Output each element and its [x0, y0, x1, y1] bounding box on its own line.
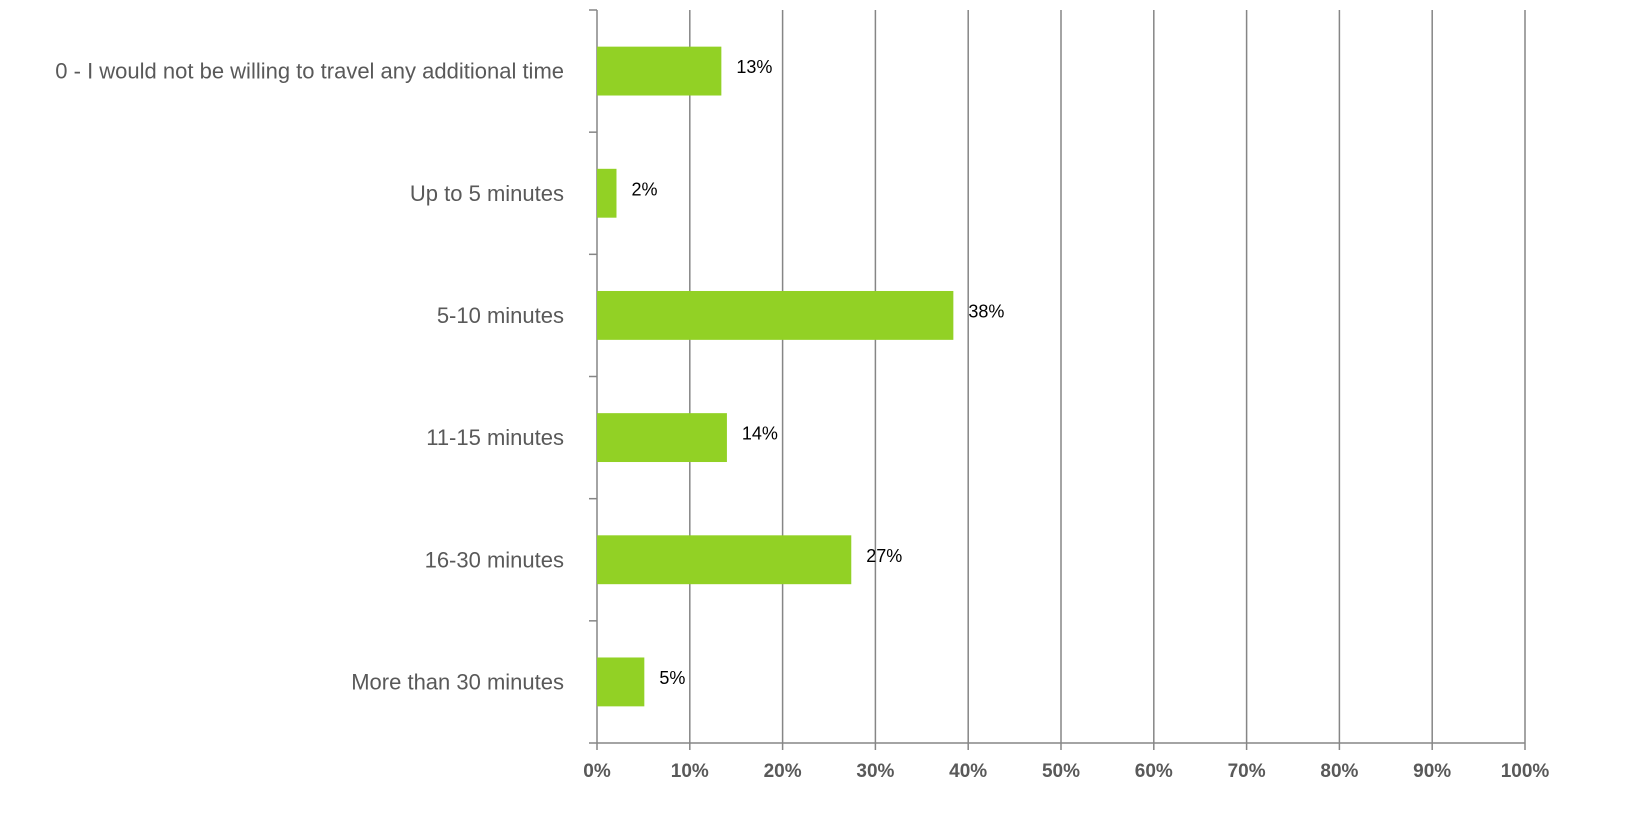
bar-2	[597, 290, 954, 340]
value-label: 5%	[659, 668, 685, 688]
category-label: 16-30 minutes	[425, 547, 564, 572]
category-label: 0 - I would not be willing to travel any…	[55, 59, 564, 84]
category-label: 11-15 minutes	[426, 425, 564, 450]
category-labels: 0 - I would not be willing to travel any…	[55, 59, 564, 695]
x-tick-label: 80%	[1320, 761, 1358, 782]
x-tick-label: 40%	[949, 761, 987, 782]
bar-3	[597, 413, 727, 463]
value-label: 2%	[631, 179, 657, 199]
value-labels: 13% 2% 38% 14% 27% 5%	[631, 57, 1004, 688]
x-tick-label: 30%	[856, 761, 894, 782]
x-tick-labels: 0% 10% 20% 30% 40% 50% 60% 70% 80% 90% 100%	[583, 761, 1549, 782]
bars	[597, 46, 954, 707]
bar-4	[597, 535, 852, 585]
x-tick-label: 70%	[1228, 761, 1266, 782]
bar-1	[597, 168, 617, 218]
bar-0	[597, 46, 722, 96]
category-label: Up to 5 minutes	[410, 181, 564, 206]
value-label: 38%	[968, 301, 1004, 321]
bar-5	[597, 657, 645, 707]
category-label: 5-10 minutes	[437, 303, 564, 328]
x-tick-label: 50%	[1042, 761, 1080, 782]
x-tick-label: 90%	[1413, 761, 1451, 782]
x-tick-label: 20%	[764, 761, 802, 782]
value-label: 14%	[742, 424, 778, 444]
value-label: 13%	[736, 57, 772, 77]
y-axis	[589, 9, 1526, 750]
value-label: 27%	[866, 546, 902, 566]
x-tick-label: 100%	[1501, 761, 1550, 782]
x-tick-label: 60%	[1135, 761, 1173, 782]
x-tick-label: 10%	[671, 761, 709, 782]
x-tick-label: 0%	[583, 761, 611, 782]
gridlines	[689, 10, 1526, 743]
category-label: More than 30 minutes	[351, 669, 564, 694]
